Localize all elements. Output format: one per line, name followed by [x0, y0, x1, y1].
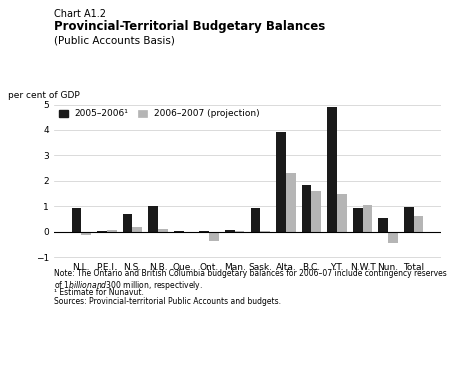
Bar — [286, 173, 296, 232]
Bar — [235, 231, 244, 232]
Text: per cent of GDP: per cent of GDP — [8, 91, 79, 100]
Bar — [81, 232, 91, 235]
Bar — [72, 208, 81, 232]
Bar — [414, 216, 423, 232]
Bar — [199, 231, 209, 232]
Bar — [123, 214, 132, 232]
Bar — [353, 208, 363, 232]
Text: of $1 billion and $300 million, respectively.: of $1 billion and $300 million, respecti… — [54, 279, 203, 292]
Bar — [327, 107, 337, 232]
Bar — [158, 229, 168, 232]
Bar — [276, 132, 286, 232]
Bar — [174, 231, 184, 232]
Text: Note: The Ontario and British Columbia budgetary balances for 2006–07 include co: Note: The Ontario and British Columbia b… — [54, 269, 447, 278]
Bar — [132, 227, 142, 232]
Text: (Public Accounts Basis): (Public Accounts Basis) — [54, 35, 175, 45]
Legend: 2005–2006¹, 2006–2007 (projection): 2005–2006¹, 2006–2007 (projection) — [58, 109, 260, 118]
Bar — [404, 207, 414, 232]
Bar — [388, 232, 398, 243]
Bar — [251, 208, 260, 232]
Text: Chart A1.2: Chart A1.2 — [54, 9, 106, 19]
Bar — [225, 230, 235, 232]
Text: ¹ Estimate for Nunavut.: ¹ Estimate for Nunavut. — [54, 288, 144, 297]
Bar — [337, 193, 346, 232]
Text: Sources: Provincial-territorial Public Accounts and budgets.: Sources: Provincial-territorial Public A… — [54, 297, 281, 306]
Bar — [107, 230, 117, 232]
Bar — [378, 218, 388, 232]
Bar — [311, 191, 321, 232]
Bar — [363, 205, 372, 232]
Bar — [260, 231, 270, 232]
Bar — [209, 232, 219, 241]
Bar — [148, 206, 158, 232]
Text: Provincial-Territorial Budgetary Balances: Provincial-Territorial Budgetary Balance… — [54, 20, 325, 33]
Bar — [97, 231, 107, 232]
Bar — [302, 185, 311, 232]
